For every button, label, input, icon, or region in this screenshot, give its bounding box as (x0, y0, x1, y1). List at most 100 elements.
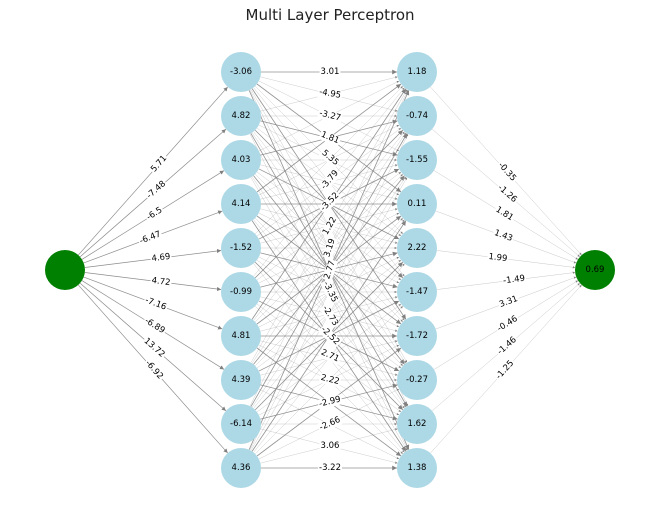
weight-label-in-h1-4-bg (149, 251, 173, 265)
weight-label-h2-out-3: 1.43 (493, 228, 514, 244)
weight-label-h2-out-3-bg (491, 227, 515, 245)
weight-label-in-h1-7: -6.89 (143, 316, 167, 336)
weight-label-h1-h2-14-bg (318, 372, 342, 388)
hidden2-node-6-label: -1.72 (406, 331, 428, 341)
weight-label-in-h1-5: 4.72 (151, 276, 171, 288)
edge-labels-group: 5.71-7.48-6.5-6.474.694.72-7.16-6.8913.7… (137, 67, 527, 473)
hidden1-node-8-label: -6.14 (230, 419, 252, 429)
hidden2-node-4-circle (397, 228, 437, 268)
weight-label-h1-h2-15-bg (317, 394, 343, 410)
weight-label-h1-h2-5-bg (318, 167, 342, 193)
weight-label-h1-h2-0-bg (319, 67, 341, 77)
weight-label-h1-h2-3-bg (318, 129, 342, 147)
hidden1-node-3-label: 4.14 (232, 199, 251, 209)
input-node-0-circle (45, 250, 85, 290)
weight-label-h1-h2-3: 1.81 (319, 130, 340, 146)
weight-label-h1-h2-8-bg (322, 236, 338, 260)
weight-label-h2-out-4: 1.99 (488, 252, 508, 264)
weight-label-h2-out-1-bg (494, 182, 520, 206)
hidden2-node-5: -1.47 (397, 272, 437, 312)
hidden1-node-6-label: 4.81 (232, 331, 251, 341)
output-node-0: 0.69 (575, 250, 615, 290)
weight-label-h1-h2-11-bg (319, 303, 341, 329)
weight-label-h1-h2-2-bg (317, 108, 343, 124)
weight-label-h1-h2-13: 2.71 (319, 348, 340, 365)
hidden1-node-9-circle (221, 448, 261, 488)
hidden1-node-7: 4.39 (221, 360, 261, 400)
weight-label-h2-out-2-bg (492, 204, 516, 224)
hidden1-node-1: 4.82 (221, 96, 261, 136)
hidden1-node-2-label: 4.03 (232, 155, 251, 165)
nodes-group: -3.06 4.82 4.03 4.14 -1.52 -0.99 4.81 4.39 -6.14… (45, 52, 615, 488)
weight-label-h2-out-6-bg (497, 293, 521, 311)
hidden2-node-9-label: 1.38 (408, 463, 427, 473)
weight-label-in-h1-6-bg (142, 295, 169, 313)
weight-label-h2-out-4-bg (486, 251, 509, 265)
weight-label-h1-h2-9-bg (322, 258, 338, 282)
hidden2-node-0-circle (397, 52, 437, 92)
weight-label-in-h1-3: -6.47 (138, 229, 162, 246)
weight-label-h1-h2-18-bg (318, 463, 342, 473)
hidden1-node-7-label: 4.39 (232, 375, 251, 385)
weight-label-in-h1-0-bg (148, 152, 170, 176)
weight-label-in-h1-1-bg (144, 178, 169, 202)
hidden2-node-8-circle (397, 404, 437, 444)
weight-label-h2-out-9-bg (493, 357, 517, 383)
hidden1-node-0-circle (221, 52, 261, 92)
weight-label-h1-h2-4-bg (318, 147, 342, 169)
hidden1-node-5: -0.99 (221, 272, 261, 312)
output-node-0-circle (575, 250, 615, 290)
hidden2-node-1: -0.74 (397, 96, 437, 136)
hidden2-node-4-label: 2.22 (408, 243, 427, 253)
hidden2-node-2: -1.55 (397, 140, 437, 180)
hidden1-node-6-circle (221, 316, 261, 356)
weight-label-in-h1-4: 4.69 (151, 252, 171, 264)
hidden2-node-7-circle (397, 360, 437, 400)
weight-label-h1-h2-6-bg (318, 189, 342, 215)
hidden2-node-9: 1.38 (397, 448, 437, 488)
weight-label-in-h1-9-bg (142, 357, 166, 383)
hidden1-node-3: 4.14 (221, 184, 261, 224)
hidden1-node-7-circle (221, 360, 261, 400)
weight-label-h2-out-7-bg (494, 313, 521, 335)
hidden1-node-8: -6.14 (221, 404, 261, 444)
weight-label-h2-out-7: -0.46 (496, 314, 520, 334)
weight-label-in-h1-7-bg (141, 315, 168, 337)
hidden2-node-7-label: -0.27 (406, 375, 428, 385)
weight-label-in-h1-5-bg (149, 275, 173, 289)
weight-label-h1-h2-17: 3.06 (321, 441, 340, 451)
weight-label-h1-h2-17-bg (319, 441, 341, 451)
hidden1-node-2-circle (221, 140, 261, 180)
hidden2-node-0: 1.18 (397, 52, 437, 92)
weight-label-h1-h2-12-bg (317, 324, 343, 348)
hidden1-node-6: 4.81 (221, 316, 261, 356)
figure-title: Multi Layer Perceptron (245, 6, 415, 24)
hidden1-node-8-circle (221, 404, 261, 444)
weight-label-in-h1-8: 13.72 (142, 336, 167, 360)
weight-label-h1-h2-0: 3.01 (321, 67, 340, 77)
weight-label-h1-h2-14: 2.22 (320, 373, 341, 387)
weight-label-in-h1-8-bg (140, 335, 168, 361)
output-node-0-label: 0.69 (586, 265, 605, 275)
hidden1-node-4-circle (221, 228, 261, 268)
hidden2-node-8: 1.62 (397, 404, 437, 444)
hidden2-node-6-circle (397, 316, 437, 356)
hidden1-node-0-label: -3.06 (230, 67, 252, 77)
weight-label-h1-h2-7-bg (320, 214, 340, 238)
hidden1-node-9-label: 4.36 (232, 463, 251, 473)
hidden1-node-2: 4.03 (221, 140, 261, 180)
weight-label-h2-out-0-bg (495, 159, 519, 185)
hidden1-node-9: 4.36 (221, 448, 261, 488)
hidden1-node-1-label: 4.82 (232, 111, 251, 121)
weight-label-in-h1-6: -7.16 (144, 295, 168, 312)
hidden1-node-4-label: -1.52 (230, 243, 252, 253)
weight-label-h1-h2-16: -2.66 (318, 415, 342, 433)
hidden1-node-5-label: -0.99 (230, 287, 252, 297)
weight-label-h1-h2-10-bg (320, 279, 340, 305)
hidden2-node-1-label: -0.74 (406, 111, 428, 121)
hidden1-node-0: -3.06 (221, 52, 261, 92)
hidden2-node-5-circle (397, 272, 437, 312)
weight-label-in-h1-2-bg (144, 204, 166, 224)
hidden1-node-3-circle (221, 184, 261, 224)
